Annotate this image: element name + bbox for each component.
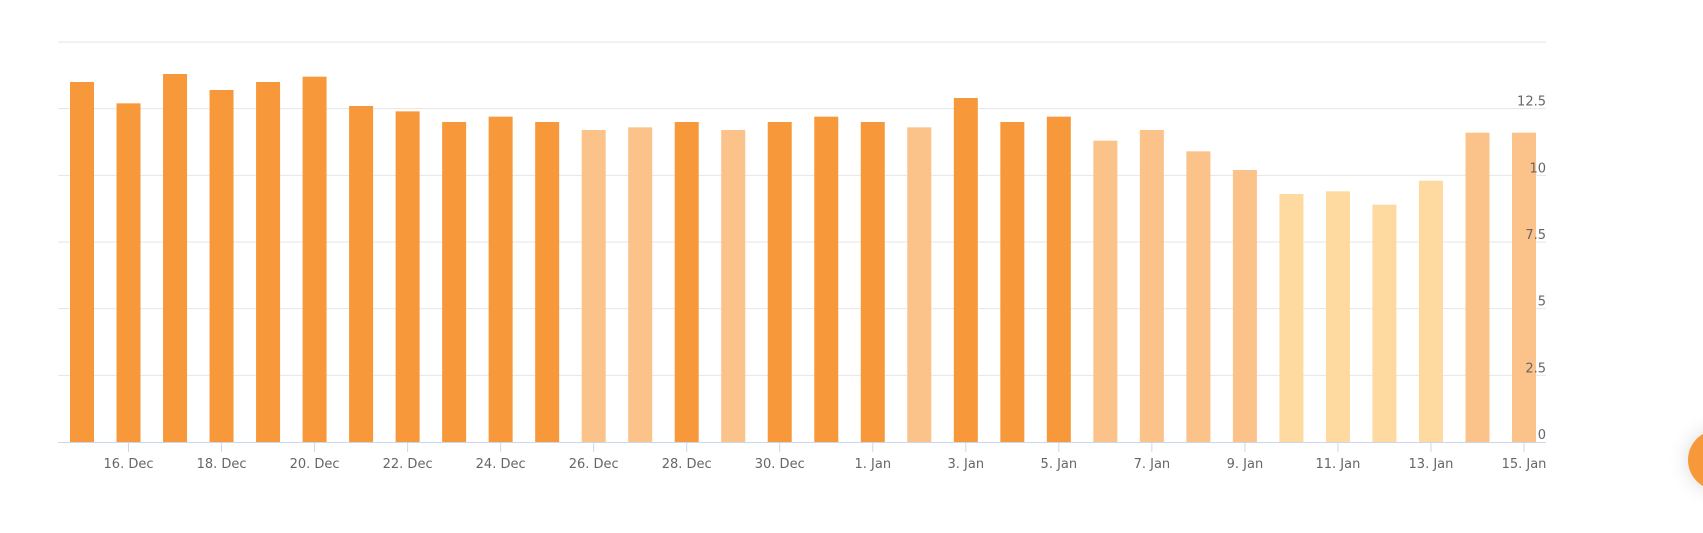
y-tick-label: 2.5 (1525, 361, 1546, 376)
bar-5-jan (1046, 116, 1071, 443)
y-tick-label: 7.5 (1525, 228, 1546, 243)
bar-25-dec (535, 122, 560, 442)
x-tick-label: 5. Jan (1041, 457, 1078, 472)
bar-13-jan (1418, 180, 1443, 442)
bar-4-jan (1000, 122, 1025, 442)
x-tick-label: 13. Jan (1409, 457, 1454, 472)
x-tick-label: 26. Dec (569, 457, 619, 472)
x-tick-label: 20. Dec (290, 457, 340, 472)
x-tick-label: 15. Jan (1502, 457, 1547, 472)
bar-12-jan (1372, 204, 1397, 442)
x-tick-label: 1. Jan (854, 457, 891, 472)
bar-17-dec (163, 74, 188, 442)
bar-2-jan (907, 127, 932, 442)
y-tick-label: 12.5 (1517, 95, 1546, 110)
bar-29-dec (721, 130, 746, 442)
bar-24-dec (488, 116, 513, 443)
bar-18-dec (209, 90, 234, 442)
bar-26-dec (581, 130, 606, 442)
bar-11-jan (1325, 191, 1350, 442)
bar-14-jan (1465, 132, 1490, 442)
bar-6-jan (1093, 140, 1118, 442)
bar-7-jan (1139, 130, 1164, 442)
bar-10-jan (1279, 194, 1304, 442)
bar-22-dec (395, 111, 420, 442)
x-tick-label: 16. Dec (104, 457, 154, 472)
bar-21-dec (349, 106, 374, 442)
x-tick-label: 28. Dec (662, 457, 712, 472)
x-tick-label: 3. Jan (948, 457, 985, 472)
floating-action-button[interactable] (1688, 430, 1703, 490)
bar-3-jan (953, 98, 978, 442)
bar-28-dec (674, 122, 699, 442)
bar-15-dec (70, 82, 94, 442)
bar-31-dec (814, 116, 839, 443)
x-tick-label: 30. Dec (755, 457, 805, 472)
bar-19-dec (256, 82, 281, 442)
bar-20-dec (302, 76, 327, 443)
x-tick-label: 9. Jan (1227, 457, 1264, 472)
bar-16-dec (116, 103, 141, 442)
x-tick-label: 18. Dec (197, 457, 247, 472)
bar-1-jan (860, 122, 885, 442)
bar-23-dec (442, 122, 467, 442)
bar-27-dec (628, 127, 653, 442)
x-tick-label: 24. Dec (476, 457, 526, 472)
x-tick-label: 11. Jan (1316, 457, 1361, 472)
y-tick-label: 0 (1538, 428, 1546, 443)
y-tick-label: 10 (1529, 161, 1546, 176)
bar-30-dec (767, 122, 792, 442)
x-tick-label: 22. Dec (383, 457, 433, 472)
bar-15-jan (1512, 132, 1536, 442)
x-tick-label: 7. Jan (1134, 457, 1171, 472)
y-tick-label: 5 (1538, 295, 1546, 310)
bar-8-jan (1186, 151, 1211, 443)
bar-9-jan (1232, 170, 1257, 442)
